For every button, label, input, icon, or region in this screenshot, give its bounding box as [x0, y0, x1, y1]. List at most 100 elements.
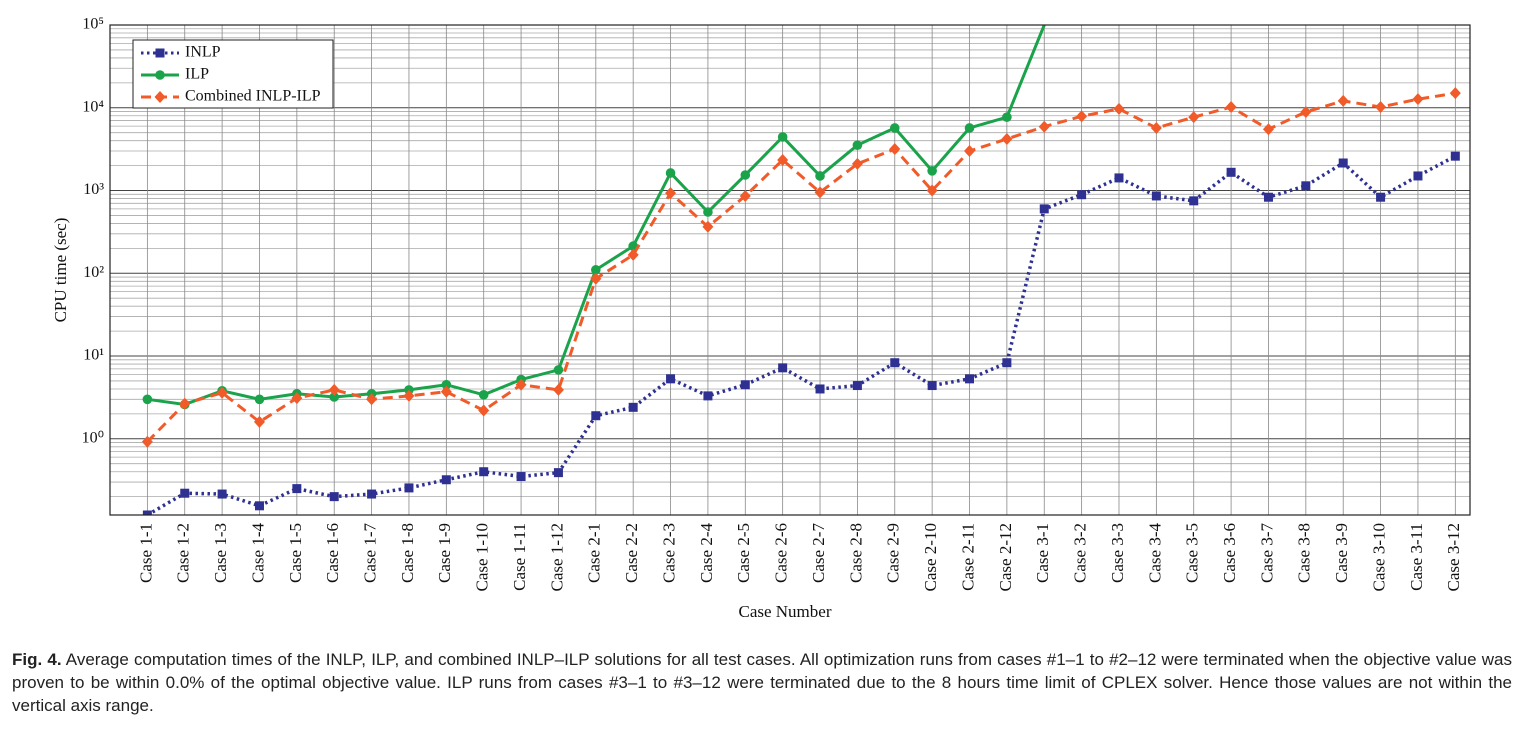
- marker: [739, 189, 751, 202]
- x-tick-label: Case 2-5: [734, 523, 753, 583]
- marker: [1338, 158, 1348, 168]
- marker: [1039, 204, 1049, 214]
- marker: [440, 385, 452, 398]
- marker: [590, 272, 602, 285]
- x-tick-label: Case 3-5: [1183, 523, 1202, 583]
- marker: [1413, 171, 1423, 181]
- marker: [740, 380, 750, 390]
- marker: [404, 483, 414, 493]
- x-tick-label: Case 2-4: [697, 523, 716, 583]
- y-tick-label: 10⁰: [82, 429, 104, 446]
- marker: [404, 385, 414, 395]
- marker: [591, 265, 601, 275]
- marker: [889, 143, 901, 156]
- marker: [1450, 151, 1460, 161]
- marker: [515, 378, 527, 391]
- marker: [1262, 123, 1274, 136]
- marker: [328, 383, 340, 396]
- marker: [254, 394, 265, 405]
- y-tick-label: 10⁵: [82, 16, 104, 33]
- marker: [1376, 192, 1386, 202]
- marker: [740, 170, 751, 180]
- x-tick-label: Case 1-10: [473, 523, 492, 591]
- x-tick-label: Case 1-12: [547, 523, 566, 591]
- marker: [1001, 132, 1013, 145]
- marker: [1113, 102, 1125, 115]
- marker: [778, 363, 788, 373]
- marker: [815, 384, 825, 394]
- marker: [965, 374, 975, 384]
- marker: [1225, 101, 1237, 114]
- x-tick-label: Case 3-3: [1108, 523, 1127, 583]
- legend: INLP ILP Combined INLP-ILP: [132, 39, 334, 109]
- marker: [155, 48, 165, 58]
- y-tick-label: 10³: [83, 181, 104, 198]
- marker: [926, 184, 938, 197]
- marker: [1150, 121, 1162, 134]
- marker: [1189, 196, 1199, 206]
- marker: [216, 386, 228, 399]
- x-tick-label: Case 3-11: [1407, 523, 1426, 591]
- marker: [292, 484, 302, 494]
- marker: [1038, 120, 1050, 133]
- marker: [851, 157, 863, 170]
- marker: [666, 374, 676, 384]
- marker: [964, 123, 975, 133]
- x-tick-label: Case 1-2: [174, 523, 193, 583]
- x-tick-label: Case 2-11: [958, 523, 977, 591]
- x-tick-label: Case 3-12: [1444, 523, 1463, 591]
- marker: [927, 166, 937, 176]
- x-tick-label: Case 2-12: [996, 523, 1015, 591]
- marker: [154, 91, 166, 103]
- marker: [291, 392, 303, 405]
- marker: [155, 70, 165, 80]
- x-tick-label: Case 1-6: [323, 523, 342, 583]
- marker: [964, 145, 976, 158]
- marker: [852, 381, 862, 391]
- marker: [552, 383, 564, 396]
- marker: [367, 489, 377, 499]
- marker: [1337, 94, 1349, 107]
- x-tick-label: Case 1-8: [398, 523, 417, 583]
- marker: [1300, 105, 1312, 118]
- marker: [553, 365, 564, 375]
- x-tick-label: Case 3-7: [1257, 523, 1276, 583]
- marker: [217, 489, 227, 499]
- marker: [1151, 191, 1161, 201]
- marker: [329, 392, 340, 402]
- x-tick-label: Case 3-10: [1369, 523, 1388, 591]
- caption-text: Average computation times of the INLP, I…: [12, 650, 1512, 715]
- x-tick-label: Case 3-8: [1295, 523, 1314, 583]
- marker: [366, 393, 378, 406]
- x-tick-label: Case 2-1: [585, 523, 604, 583]
- marker: [852, 140, 863, 150]
- plot-frame: [109, 24, 1471, 516]
- marker: [516, 472, 526, 482]
- marker: [254, 501, 264, 511]
- marker: [180, 488, 190, 498]
- chart: 10⁰ 10¹ 10² 10³ 10⁴ 10⁵ Case 1-1 Case 1-2 Case 1…: [51, 16, 1471, 621]
- marker: [141, 435, 153, 448]
- marker: [814, 186, 826, 199]
- caption-label: Fig. 4.: [12, 650, 62, 669]
- x-tick-label: Case 3-4: [1145, 523, 1164, 583]
- marker: [1449, 87, 1461, 100]
- marker: [1114, 173, 1124, 183]
- x-tick-label: Case 3-2: [1071, 523, 1090, 583]
- y-tick-label: 10¹: [83, 347, 104, 364]
- y-axis-label: CPU time (sec): [51, 218, 70, 323]
- marker: [1263, 192, 1273, 202]
- marker: [441, 475, 451, 485]
- x-tick-label: Case 1-5: [286, 523, 305, 583]
- marker: [665, 187, 677, 200]
- marker: [1002, 112, 1012, 122]
- y-tick-label: 10⁴: [82, 98, 104, 115]
- x-tick-label: Case 1-3: [211, 523, 230, 583]
- marker: [777, 153, 789, 166]
- marker: [815, 171, 825, 181]
- legend-label: INLP: [185, 44, 221, 61]
- marker: [553, 468, 563, 478]
- marker: [1002, 358, 1012, 368]
- series-line: [146, 91, 1456, 443]
